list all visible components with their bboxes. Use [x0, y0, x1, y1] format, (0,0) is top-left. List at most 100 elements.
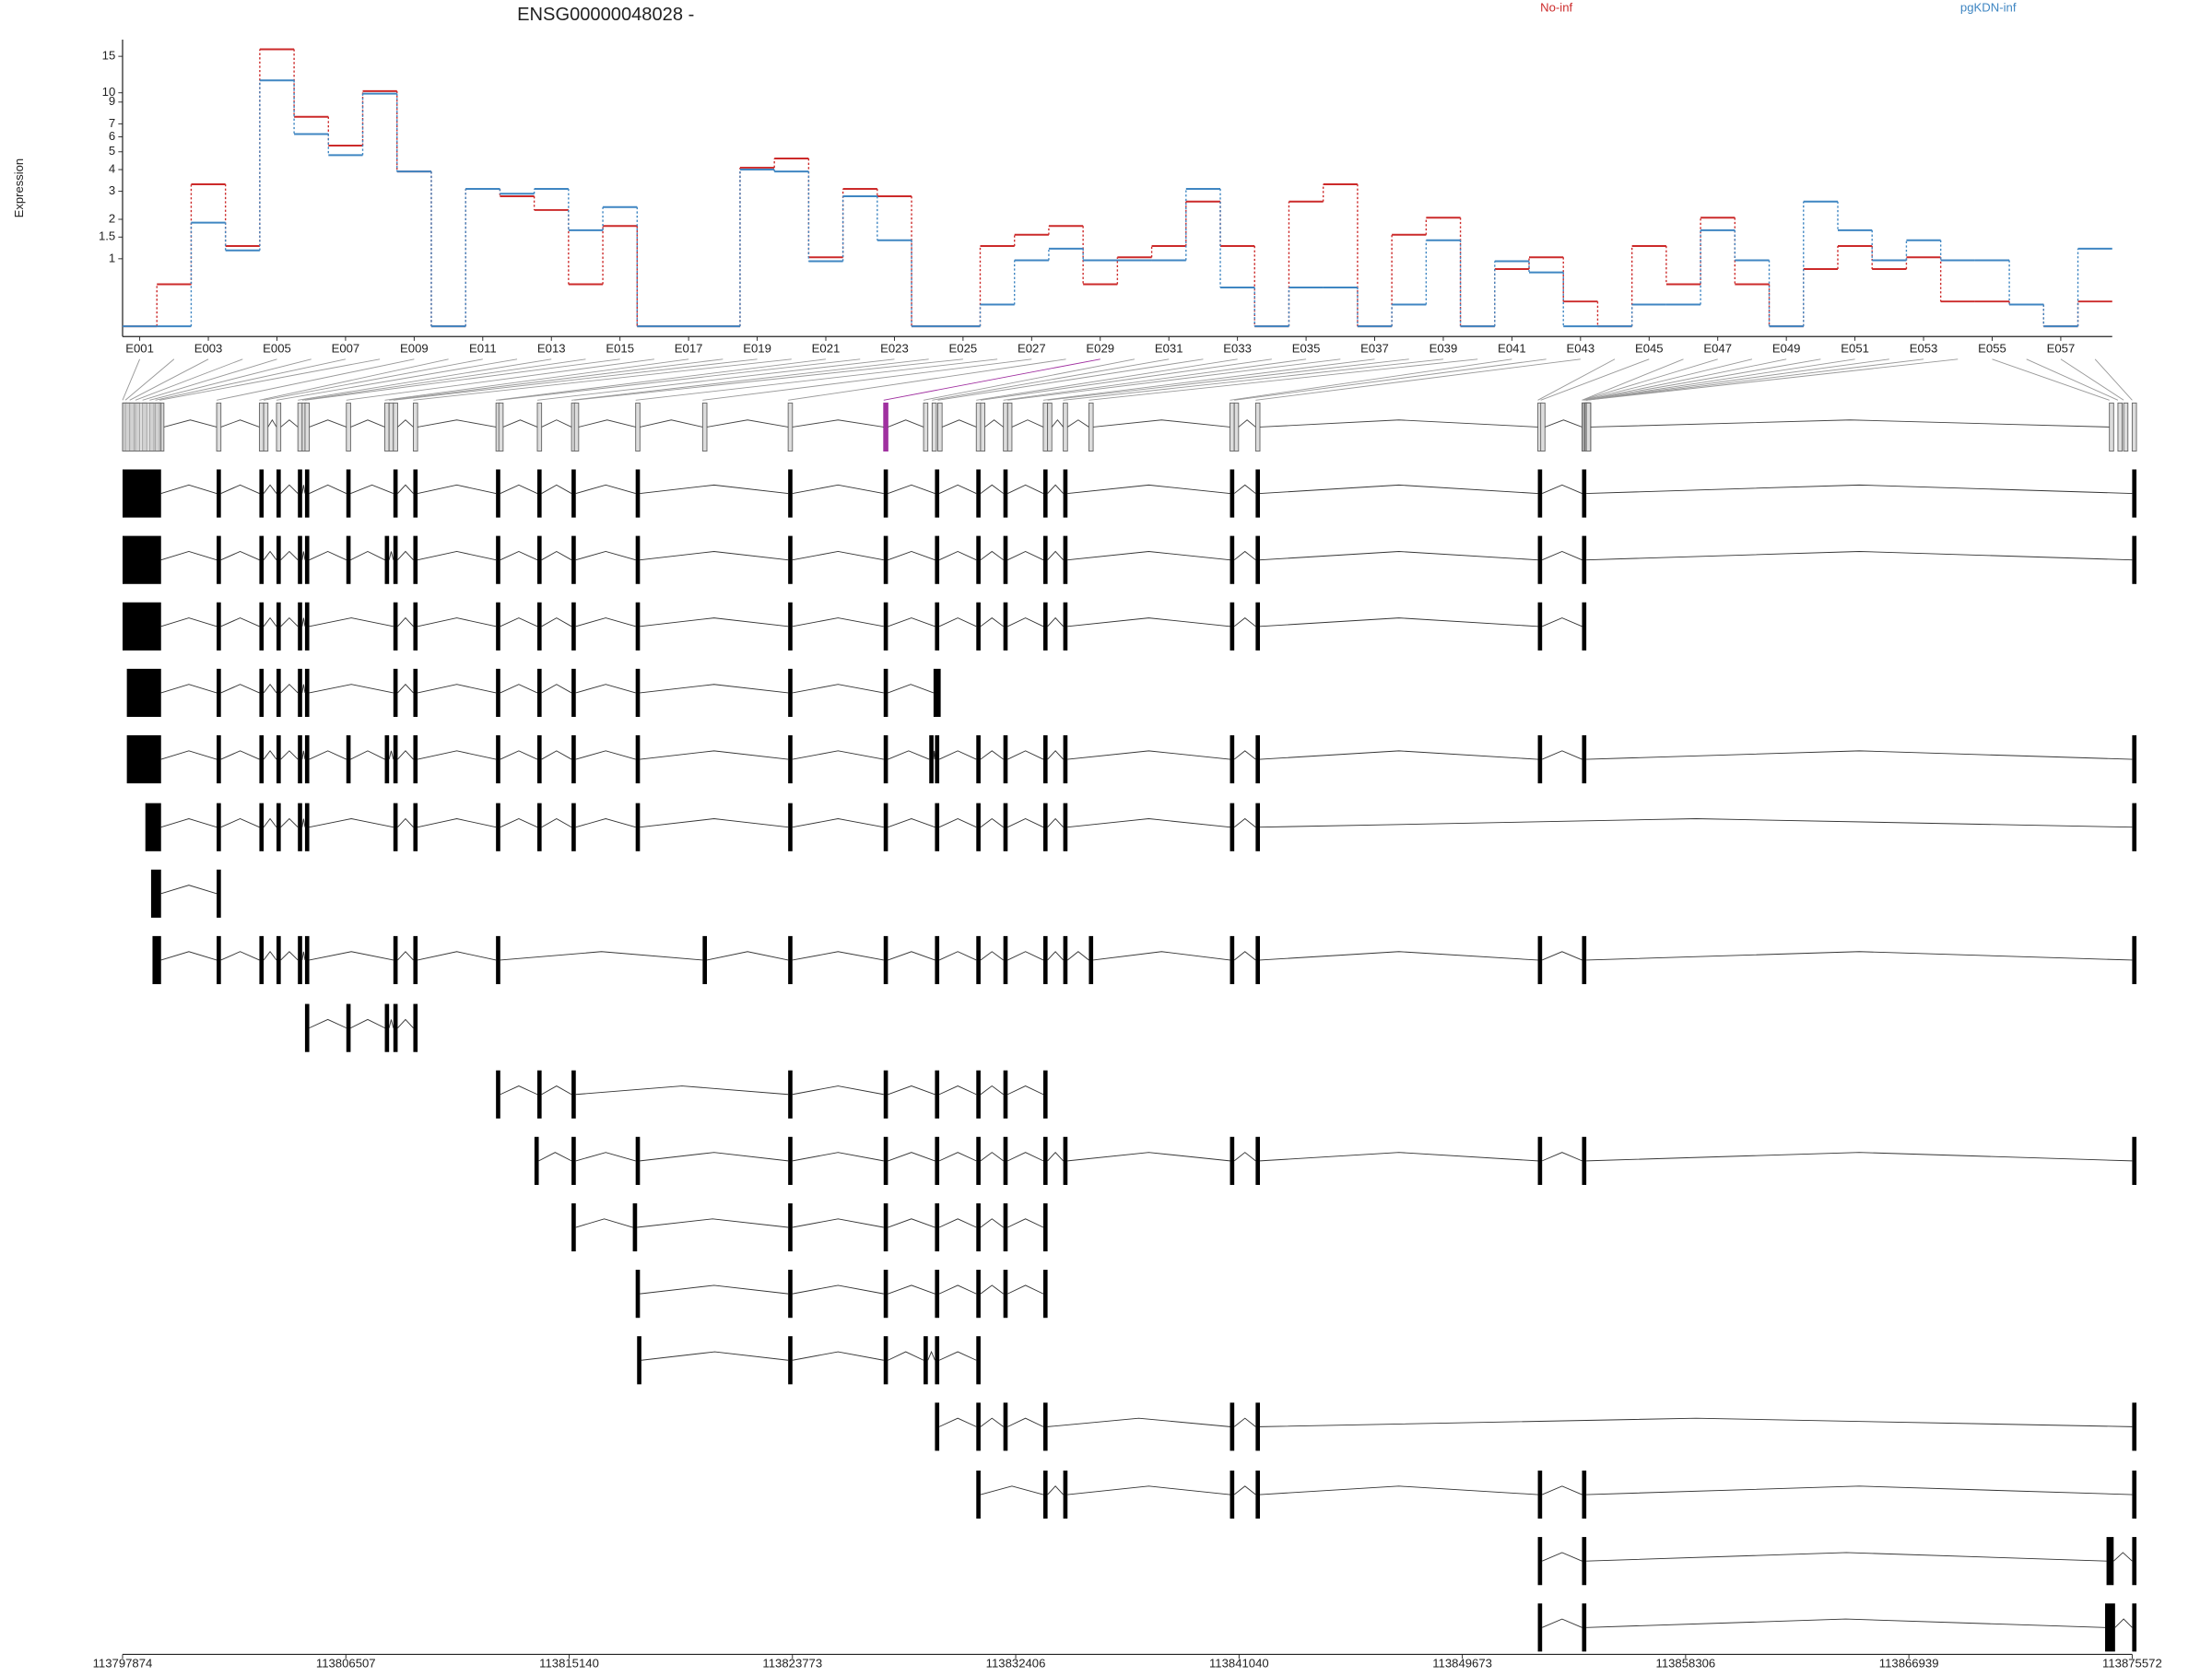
exon: [1042, 1136, 1048, 1185]
meta-exon: [2123, 402, 2129, 452]
intron: [980, 1417, 1004, 1427]
intron: [1260, 818, 2133, 828]
exon: [935, 803, 940, 851]
x-tick-label: E049: [1772, 342, 1801, 356]
exon: [976, 602, 981, 651]
intron: [309, 684, 394, 694]
intron: [280, 550, 299, 561]
intron: [309, 818, 394, 828]
intron: [1259, 551, 1538, 561]
exon: [2132, 469, 2137, 518]
intron: [160, 617, 218, 627]
meta-exon: [412, 402, 418, 452]
x-tick-label: E013: [537, 342, 566, 356]
meta-intron: [280, 419, 299, 428]
exon: [1003, 734, 1008, 784]
meta-intron: [1238, 419, 1256, 428]
intron: [1007, 550, 1044, 561]
genome-tick-label: 113866939: [1879, 1657, 1939, 1671]
exon: [1255, 803, 1261, 851]
meta-exon: [276, 402, 282, 452]
intron: [397, 684, 414, 694]
intron: [1233, 550, 1256, 561]
exon: [276, 602, 281, 651]
intron: [301, 818, 306, 827]
exon: [393, 935, 398, 985]
intron: [263, 950, 277, 961]
intron: [1542, 1618, 1583, 1628]
intron: [1233, 484, 1256, 494]
exon-link: [122, 358, 141, 401]
exon: [1230, 734, 1235, 784]
exon: [1003, 1202, 1008, 1252]
intron: [640, 617, 789, 627]
intron: [575, 684, 636, 694]
exon: [1582, 1603, 1587, 1652]
exon: [496, 535, 500, 584]
exon: [259, 734, 265, 784]
exon: [304, 668, 310, 718]
intron: [500, 484, 538, 494]
intron: [1542, 750, 1583, 760]
intron: [1067, 818, 1230, 828]
exon: [702, 935, 708, 985]
intron: [541, 817, 572, 828]
exon: [2132, 1136, 2137, 1185]
x-tick-label: E057: [2047, 342, 2076, 356]
exon: [788, 935, 793, 985]
exon: [1042, 935, 1048, 985]
meta-exon: [536, 402, 543, 452]
x-tick-label: E035: [1292, 342, 1321, 356]
exon-link: [937, 358, 1204, 401]
exon: [1537, 1136, 1543, 1185]
exon: [883, 1270, 888, 1319]
exon-link: [1586, 358, 1855, 401]
intron: [1047, 1485, 1064, 1495]
intron: [933, 750, 935, 760]
meta-exon: [2117, 402, 2124, 452]
intron: [888, 550, 935, 561]
exon: [2132, 935, 2137, 985]
exon: [346, 535, 351, 584]
exon: [152, 935, 161, 985]
exon-link: [932, 358, 1170, 401]
exon: [1003, 1270, 1008, 1319]
exon: [935, 1202, 940, 1252]
intron: [500, 818, 538, 828]
meta-exon: [388, 402, 394, 452]
intron: [280, 951, 299, 961]
exon: [393, 469, 398, 518]
exon: [933, 668, 941, 718]
exon: [276, 668, 281, 718]
exon: [1230, 602, 1235, 651]
meta-intron: [1051, 419, 1064, 428]
intron: [263, 750, 277, 760]
exon: [1003, 1070, 1008, 1119]
x-tick-label: E029: [1086, 342, 1114, 356]
x-tick-label: E001: [125, 342, 154, 356]
intron: [640, 1284, 789, 1295]
intron: [1233, 617, 1256, 627]
intron: [309, 1018, 347, 1029]
exon: [145, 803, 161, 851]
intron: [1233, 1417, 1256, 1427]
y-tick-label: 3: [109, 183, 115, 197]
intron: [1067, 551, 1230, 561]
exon: [1582, 1136, 1587, 1185]
exon: [217, 803, 221, 851]
intron: [938, 818, 977, 828]
intron: [263, 484, 277, 494]
intron: [397, 616, 414, 627]
intron: [1067, 617, 1230, 627]
intron: [1259, 951, 1538, 961]
intron: [280, 484, 299, 494]
exon-link: [2094, 358, 2133, 401]
exon-link: [1063, 358, 1444, 401]
intron: [1047, 951, 1064, 961]
intron: [575, 1085, 789, 1096]
exon: [413, 1003, 418, 1052]
intron: [280, 817, 299, 828]
exon: [496, 668, 500, 718]
intron: [160, 684, 218, 694]
intron: [888, 1284, 935, 1295]
